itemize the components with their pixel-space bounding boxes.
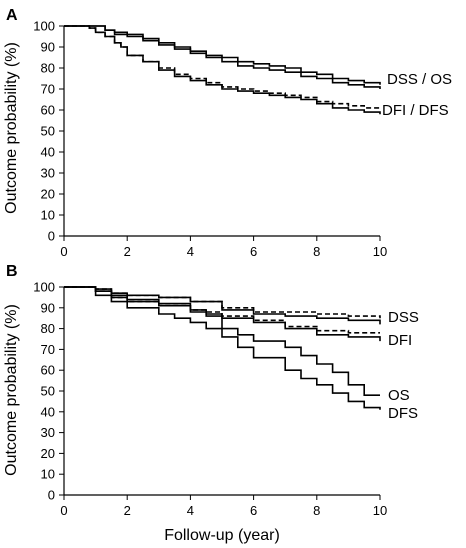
panel-b-y-tick-label: 60 <box>41 363 55 378</box>
panel-b-y-tick-label: 80 <box>41 321 55 336</box>
panel-a-y-tick-label: 100 <box>33 19 55 34</box>
panel-b-x-tick-label: 0 <box>60 503 67 518</box>
panel-b-x-tick-label: 8 <box>313 503 320 518</box>
panel-b-y-tick-label: 100 <box>33 280 55 295</box>
panel-a: A 0 10 20 30 40 50 60 70 80 90 100 0 2 4 6 8 10 DSS / OS… <box>3 7 452 259</box>
panel-b-x-tick-label: 2 <box>124 503 131 518</box>
panel-a-x-tick-label: 4 <box>187 244 194 259</box>
panel-b-x-tick-label: 4 <box>187 503 194 518</box>
panel-a-x-tick-label: 0 <box>60 244 67 259</box>
panel-b-y-tick-label: 70 <box>41 342 55 357</box>
panel-a-y-tick-label: 50 <box>41 124 55 139</box>
panel-b-label-dfs: DFS <box>388 405 418 422</box>
panel-a-y-tick-label: 80 <box>41 61 55 76</box>
panel-a-y-tick-label: 90 <box>41 40 55 55</box>
panel-b-y-tick-label: 90 <box>41 300 55 315</box>
panel-b-label-os: OS <box>388 387 410 404</box>
panel-a-y-tick-label: 70 <box>41 82 55 97</box>
panel-a-y-axis-title: Outcome probability (%) <box>3 42 20 214</box>
panel-a-y-tick-label: 40 <box>41 145 55 160</box>
panel-a-y-tick-label: 30 <box>41 166 55 181</box>
panel-a-curve-1 <box>64 25 381 85</box>
panel-b-x-tick-label: 6 <box>250 503 257 518</box>
panel-a-plot-area: 0 10 20 30 40 50 60 70 80 90 100 0 2 4 6 8 10 <box>33 19 387 260</box>
panel-a-y-tick-label: 0 <box>48 229 55 244</box>
panel-b-y-tick-label: 40 <box>41 404 55 419</box>
panel-b-curve-6 <box>64 286 381 410</box>
panel-b-label-dfi: DFI <box>388 332 412 349</box>
panel-a-x-tick-label: 6 <box>250 244 257 259</box>
panel-b-y-tick-label: 30 <box>41 425 55 440</box>
panel-a-y-tick-label: 20 <box>41 187 55 202</box>
panel-a-y-tick-label: 60 <box>41 103 55 118</box>
panel-a-label-dfi-dfs: DFI / DFS <box>382 102 449 119</box>
panel-b-curve-5 <box>64 286 380 396</box>
panel-a-curve-2 <box>64 25 381 89</box>
panel-b-plot-area: 0 10 20 30 40 50 60 70 80 90 100 0 2 4 6 8 10 <box>33 280 387 519</box>
panel-b-y-axis-title: Outcome probability (%) <box>3 304 20 476</box>
panel-b-x-tick-label: 10 <box>373 503 387 518</box>
panel-b-x-axis-title: Follow-up (year) <box>164 527 280 544</box>
panel-b-y-tick-label: 20 <box>41 446 55 461</box>
panel-a-curve-4 <box>64 25 381 115</box>
panel-a-y-tick-label: 10 <box>41 208 55 223</box>
panel-b-letter: B <box>6 263 18 280</box>
panel-b-y-tick-label: 0 <box>48 488 55 503</box>
panel-a-label-dss-os: DSS / OS <box>387 71 452 88</box>
panel-a-x-tick-label: 8 <box>313 244 320 259</box>
panel-b-label-dss: DSS <box>388 309 419 326</box>
panel-a-x-tick-label: 2 <box>124 244 131 259</box>
panel-b-y-tick-label: 50 <box>41 384 55 399</box>
panel-a-letter: A <box>6 7 18 24</box>
panel-a-x-tick-label: 10 <box>373 244 387 259</box>
panel-b-y-tick-label: 10 <box>41 467 55 482</box>
panel-a-curve-3 <box>64 25 380 109</box>
